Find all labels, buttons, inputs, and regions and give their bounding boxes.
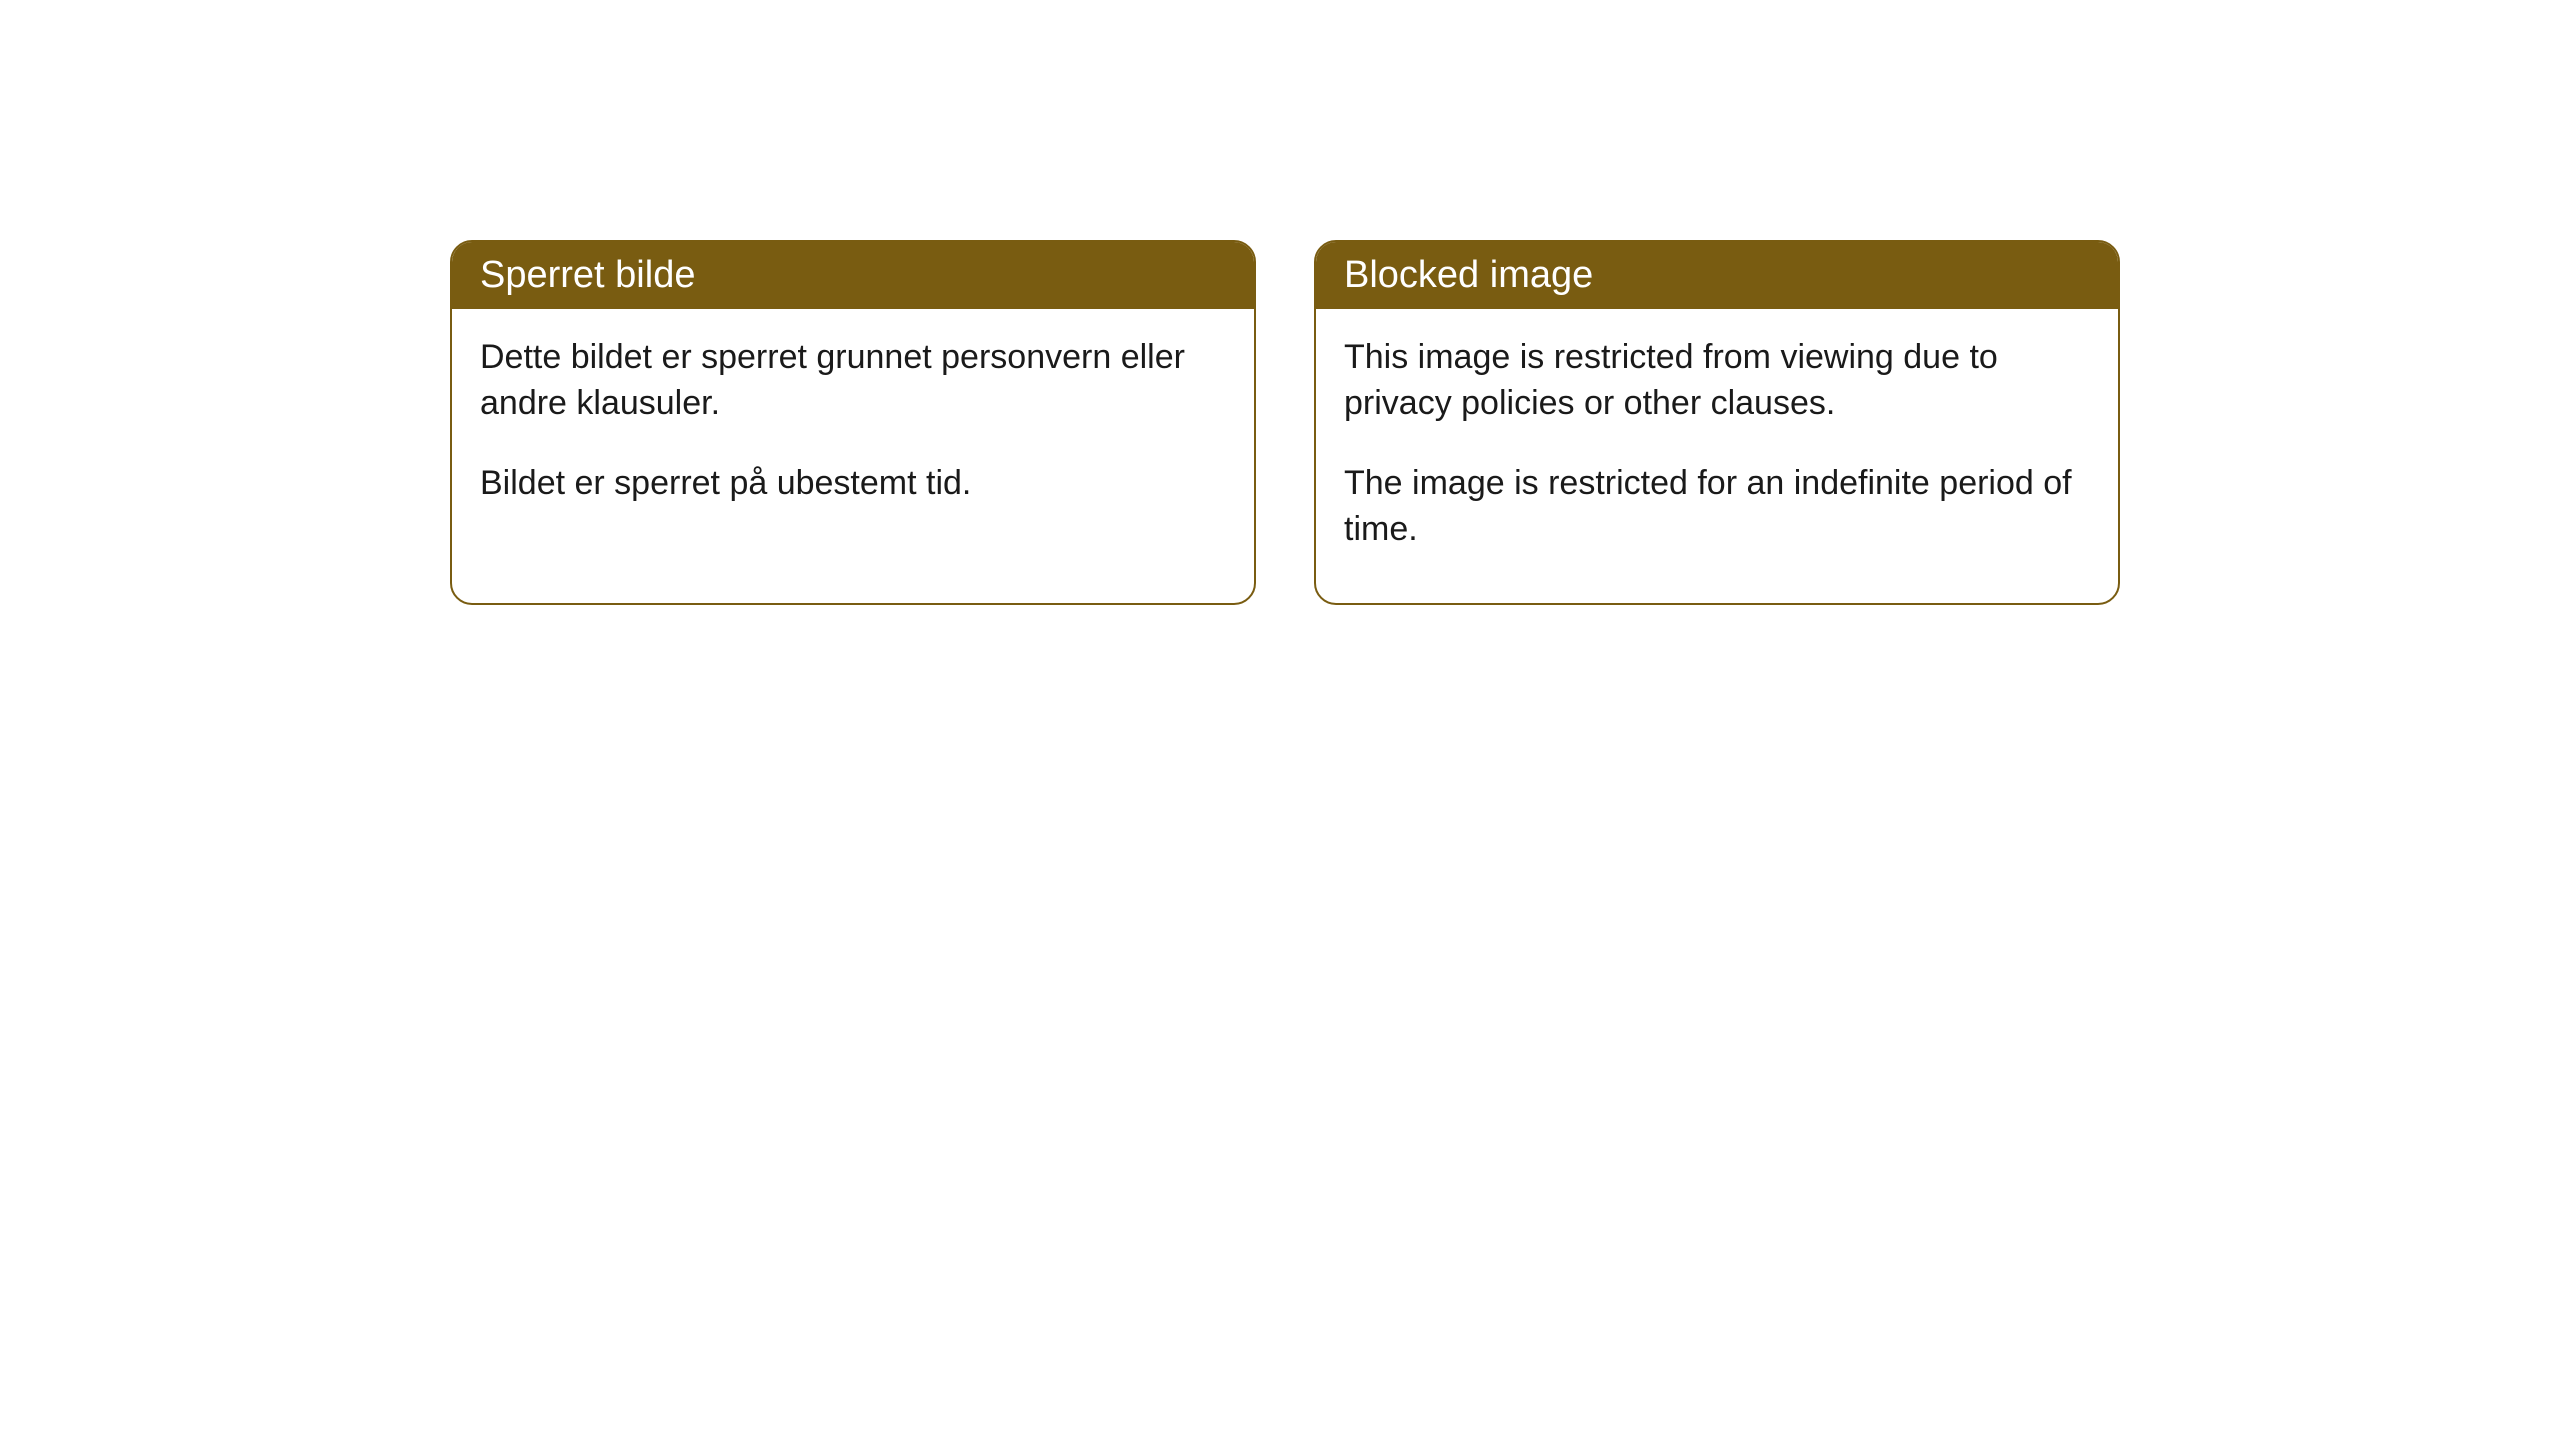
card-title: Sperret bilde bbox=[480, 254, 695, 296]
cards-container: Sperret bilde Dette bildet er sperret gr… bbox=[0, 0, 2560, 605]
card-header: Blocked image bbox=[1316, 242, 2118, 309]
blocked-image-card-norwegian: Sperret bilde Dette bildet er sperret gr… bbox=[450, 240, 1256, 605]
card-paragraph: Dette bildet er sperret grunnet personve… bbox=[480, 335, 1226, 427]
card-paragraph: The image is restricted for an indefinit… bbox=[1344, 461, 2090, 553]
card-header: Sperret bilde bbox=[452, 242, 1254, 309]
card-paragraph: This image is restricted from viewing du… bbox=[1344, 335, 2090, 427]
card-title: Blocked image bbox=[1344, 254, 1593, 296]
blocked-image-card-english: Blocked image This image is restricted f… bbox=[1314, 240, 2120, 605]
card-body: Dette bildet er sperret grunnet personve… bbox=[452, 309, 1254, 557]
card-body: This image is restricted from viewing du… bbox=[1316, 309, 2118, 603]
card-paragraph: Bildet er sperret på ubestemt tid. bbox=[480, 461, 1226, 507]
